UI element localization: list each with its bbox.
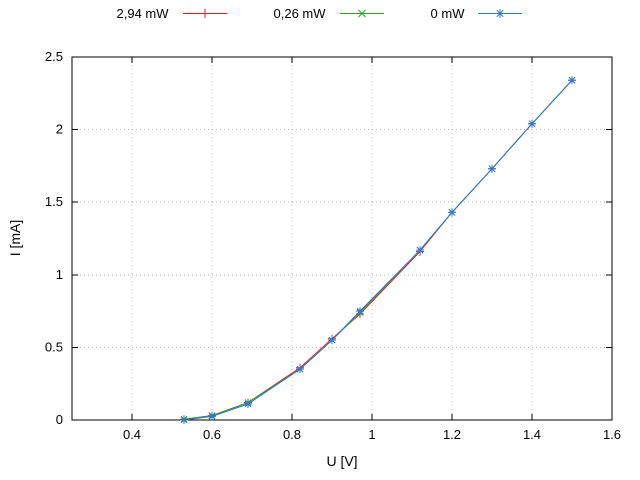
x-axis-label: U [V] bbox=[326, 453, 357, 469]
svg-text:1: 1 bbox=[56, 267, 63, 282]
svg-text:0.4: 0.4 bbox=[123, 427, 141, 442]
svg-text:1.2: 1.2 bbox=[443, 427, 461, 442]
chart-legend: 2,94 mW 0,26 mW 0 mW bbox=[0, 6, 640, 21]
svg-text:1.4: 1.4 bbox=[523, 427, 541, 442]
legend-sample-2 bbox=[478, 9, 523, 18]
svg-text:0.5: 0.5 bbox=[45, 339, 63, 354]
legend-entry-2: 0 mW bbox=[431, 6, 524, 21]
svg-text:1: 1 bbox=[368, 427, 375, 442]
svg-text:1.5: 1.5 bbox=[45, 194, 63, 209]
legend-entry-1: 0,26 mW bbox=[274, 6, 385, 21]
svg-text:0: 0 bbox=[56, 412, 63, 427]
svg-text:0.8: 0.8 bbox=[283, 427, 301, 442]
legend-sample-1 bbox=[339, 9, 384, 18]
legend-sample-0 bbox=[182, 9, 227, 18]
svg-text:2.5: 2.5 bbox=[45, 49, 63, 64]
legend-label-2: 0 mW bbox=[430, 6, 465, 21]
legend-label-0: 2,94 mW bbox=[116, 6, 169, 21]
legend-entry-0: 2,94 mW bbox=[117, 6, 228, 21]
svg-text:1.6: 1.6 bbox=[603, 427, 621, 442]
svg-text:0.6: 0.6 bbox=[203, 427, 221, 442]
svg-text:2: 2 bbox=[56, 122, 63, 137]
legend-label-1: 0,26 mW bbox=[273, 6, 326, 21]
y-axis-label: I [mA] bbox=[7, 220, 23, 257]
